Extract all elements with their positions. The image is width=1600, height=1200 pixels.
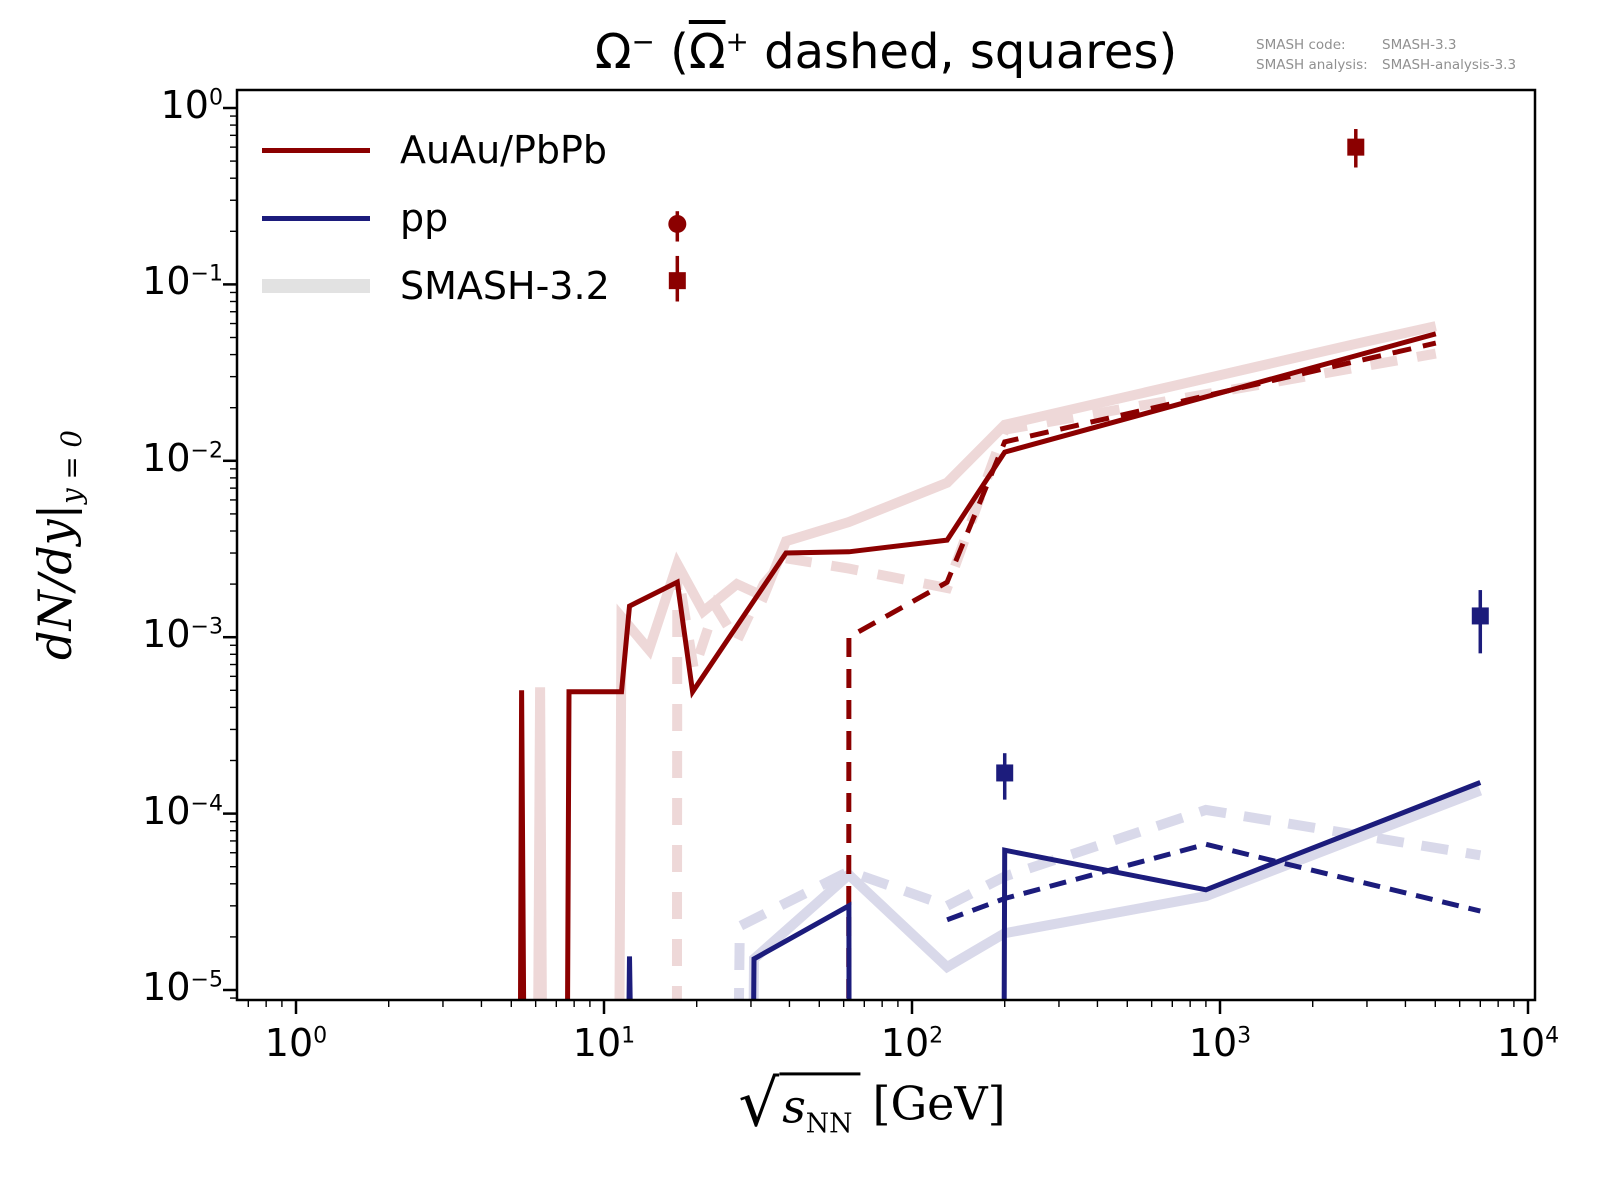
marker-exp-auau-circle-17gev [668,214,687,233]
series-smash32-pp-omega-minus [748,785,1483,1000]
title-omega-minus: Ω [594,24,632,80]
marker-exp-auau-square-2760gev [1347,138,1365,156]
legend-label-pp: pp [400,196,449,240]
y-tick-label-1e-5: 10−5 [142,965,223,1009]
legend-swatch-pp [262,215,370,221]
y-tick-label-1e-1: 10−1 [142,259,223,304]
series-smash32-pp-omega-bar-plus [733,804,1482,1000]
marker-exp-auau-square-17gev [668,272,686,290]
y-tick-label-1e-3: 10−3 [142,612,223,657]
x-tick-label-1e1: 101 [572,1021,636,1065]
x-tick-label-1e4: 104 [1496,1021,1560,1065]
y-tick-label-1e-2: 10−2 [142,435,223,480]
series-pp-omega-minus [626,780,1482,1000]
legend-swatch-auau [262,147,370,153]
series-pp-omega-bar-plus [946,841,1481,923]
smash-version-note: SMASH code: SMASH-3.3 SMASH analysis: SMAS… [1256,36,1516,75]
x-tick-label-1e2: 102 [880,1021,944,1065]
x-axis-label: √ sNN [GeV] [738,1067,1006,1142]
note-analysis-value: SMASH-analysis-3.3 [1382,56,1517,73]
marker-exp-pp-square-200gev [996,764,1014,782]
legend-swatch-smash [262,279,370,293]
note-analysis-label: SMASH analysis: [1256,56,1368,73]
note-code-value: SMASH-3.3 [1382,37,1457,53]
series-auau-omega-bar-plus [846,340,1437,1000]
axes-spines [235,88,1537,1002]
legend-item-smash: SMASH-3.2 [262,252,610,320]
x-tick-label-1e0: 100 [264,1021,328,1065]
title-omega-bar-plus: Ω [688,24,726,80]
x-tick-label-1e3: 103 [1188,1021,1252,1065]
sqrt-symbol: √ [738,1067,780,1142]
legend: AuAu/PbPb pp SMASH-3.2 [262,116,610,320]
y-tick-label-1e0: 100 [160,83,223,127]
series-auau-omega-minus [518,331,1437,1000]
series-smash32-auau-omega-minus [533,321,1437,1000]
chart-title: Ω− (Ω+ dashed, squares) [594,24,1178,80]
legend-item-auau: AuAu/PbPb [262,116,610,184]
note-code-label: SMASH code: [1256,37,1346,53]
series-smash32-auau-omega-bar-plus [671,348,1437,1000]
legend-label-auau: AuAu/PbPb [400,128,608,172]
legend-item-pp: pp [262,184,610,252]
legend-label-smash: SMASH-3.2 [400,264,610,308]
y-tick-label-1e-4: 10−4 [142,788,223,833]
marker-exp-pp-square-7000gev [1471,607,1489,625]
